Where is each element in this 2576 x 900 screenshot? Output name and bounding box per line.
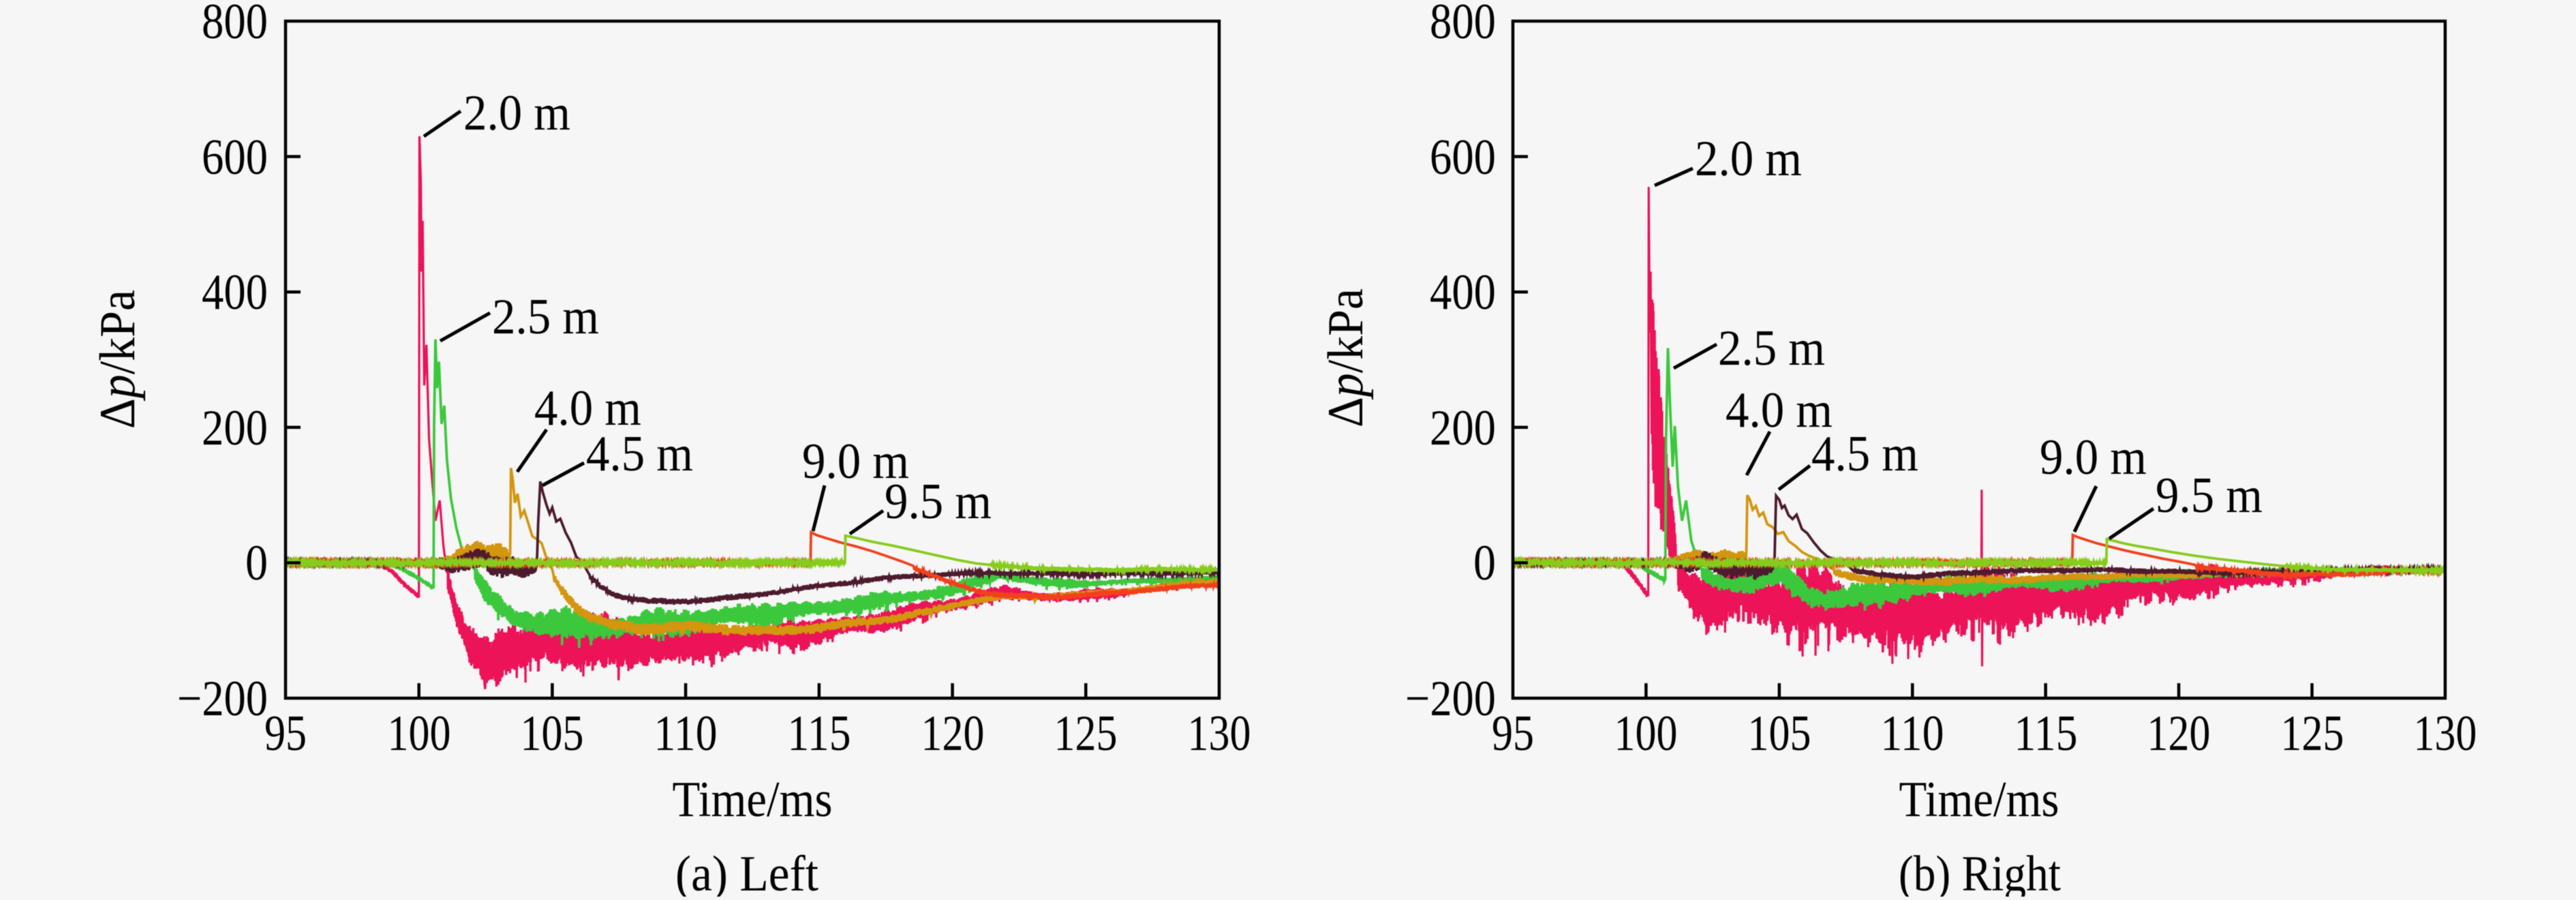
svg-text:9.5 m: 9.5 m bbox=[2156, 468, 2263, 524]
svg-text:0: 0 bbox=[245, 535, 268, 591]
svg-text:(a) Left: (a) Left bbox=[675, 846, 818, 897]
svg-text:110: 110 bbox=[654, 706, 718, 762]
svg-text:800: 800 bbox=[1430, 0, 1496, 50]
svg-text:130: 130 bbox=[2414, 706, 2477, 762]
svg-text:800: 800 bbox=[202, 0, 268, 50]
svg-text:120: 120 bbox=[921, 706, 985, 762]
svg-text:100: 100 bbox=[1614, 706, 1678, 762]
svg-text:4.0 m: 4.0 m bbox=[534, 380, 641, 436]
svg-text:2.5 m: 2.5 m bbox=[1718, 320, 1825, 376]
svg-text:400: 400 bbox=[1430, 265, 1496, 320]
svg-text:2.0 m: 2.0 m bbox=[1695, 131, 1802, 187]
svg-text:400: 400 bbox=[202, 265, 268, 320]
svg-text:2.0 m: 2.0 m bbox=[463, 85, 570, 141]
svg-text:9.5 m: 9.5 m bbox=[885, 474, 992, 530]
svg-text:600: 600 bbox=[202, 130, 268, 185]
svg-text:(b) Right: (b) Right bbox=[1899, 846, 2061, 897]
svg-text:95: 95 bbox=[264, 706, 307, 762]
svg-text:115: 115 bbox=[788, 706, 851, 762]
svg-text:9.0 m: 9.0 m bbox=[2040, 430, 2147, 485]
svg-text:200: 200 bbox=[1430, 400, 1496, 456]
svg-text:9.0 m: 9.0 m bbox=[802, 434, 909, 490]
svg-text:0: 0 bbox=[1473, 535, 1496, 591]
svg-text:130: 130 bbox=[1188, 706, 1251, 762]
svg-text:Time/ms: Time/ms bbox=[1899, 772, 2059, 828]
svg-text:2.5 m: 2.5 m bbox=[492, 289, 599, 345]
svg-text:120: 120 bbox=[2147, 706, 2211, 762]
svg-text:125: 125 bbox=[2281, 706, 2344, 762]
svg-text:100: 100 bbox=[388, 706, 451, 762]
svg-text:4.0 m: 4.0 m bbox=[1726, 382, 1833, 438]
svg-text:115: 115 bbox=[2014, 706, 2078, 762]
svg-text:4.5 m: 4.5 m bbox=[586, 426, 693, 482]
svg-text:200: 200 bbox=[202, 400, 268, 456]
svg-text:110: 110 bbox=[1881, 706, 1944, 762]
svg-text:105: 105 bbox=[1748, 706, 1811, 762]
svg-text:−200: −200 bbox=[177, 671, 268, 727]
svg-text:105: 105 bbox=[521, 706, 584, 762]
svg-text:Δp/kPa: Δp/kPa bbox=[90, 290, 146, 429]
svg-text:Time/ms: Time/ms bbox=[673, 772, 833, 828]
svg-text:95: 95 bbox=[1492, 706, 1534, 762]
svg-text:4.5 m: 4.5 m bbox=[1811, 426, 1918, 482]
svg-text:600: 600 bbox=[1430, 130, 1496, 185]
svg-text:125: 125 bbox=[1054, 706, 1118, 762]
svg-text:Δp/kPa: Δp/kPa bbox=[1318, 288, 1374, 427]
svg-text:−200: −200 bbox=[1405, 671, 1496, 727]
